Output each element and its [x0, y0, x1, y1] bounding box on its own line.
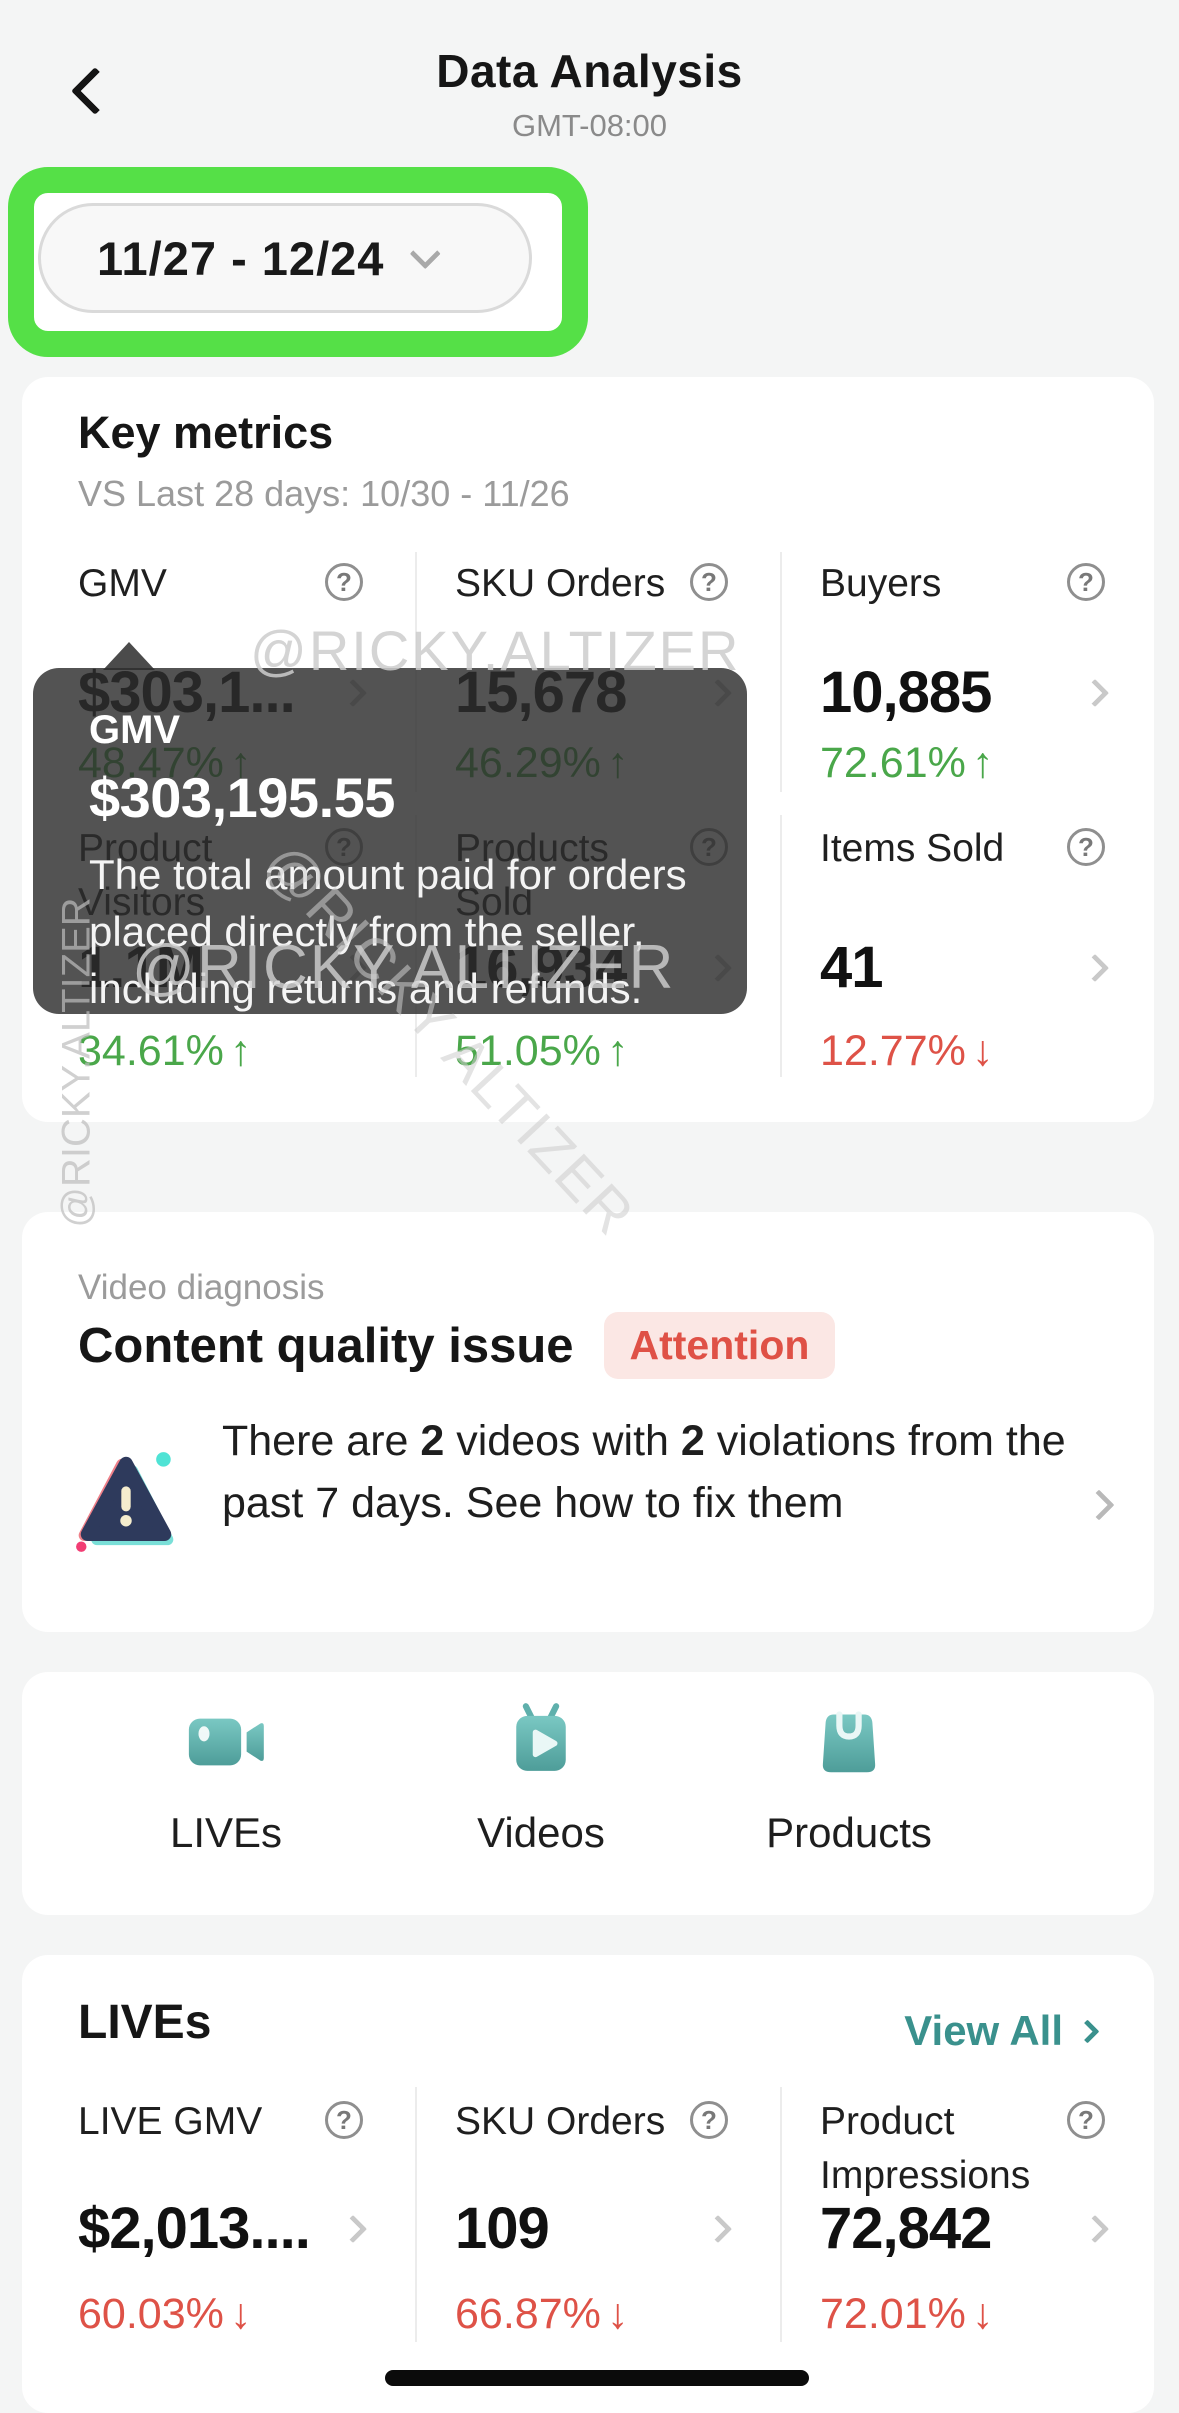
warning-triangle-icon — [74, 1450, 178, 1554]
metric-cell-live-gmv: LIVE GMV ? $2,013.... 60.03% ↓ — [78, 2095, 368, 2338]
metric-value-link[interactable]: 109 — [455, 2195, 733, 2262]
column-divider — [780, 552, 782, 792]
metric-cell-live-sku-orders: SKU Orders ? 109 66.87% ↓ — [455, 2095, 733, 2338]
metric-label: SKU Orders — [455, 562, 666, 605]
timezone-label: GMT-08:00 — [511, 108, 668, 143]
gmv-tooltip[interactable]: GMV $303,195.55 The total amount paid fo… — [33, 642, 747, 1014]
tooltip-title: GMV — [89, 708, 181, 752]
chevron-right-icon — [1075, 2018, 1100, 2044]
lives-title: LIVEs — [78, 1996, 212, 2049]
metric-value-link[interactable]: 10,885 — [820, 659, 1110, 726]
metric-cell-gmv: GMV ? $303,1... 48.47%↑ — [78, 557, 368, 787]
shortcut-label: Videos — [477, 1809, 605, 1856]
attention-badge: Attention — [603, 1312, 836, 1379]
shortcuts-card: LIVEs Videos Products — [22, 1672, 1154, 1915]
metric-change: 60.03% ↓ — [78, 2290, 252, 2338]
key-metrics-title: Key metrics — [78, 407, 334, 458]
help-icon[interactable]: ? — [690, 2101, 728, 2139]
metric-change: 12.77% ↓ — [820, 1027, 994, 1075]
metric-cell-items-sold: Items Sold ? 41 12.77% ↓ — [820, 822, 1110, 1075]
date-range-label: 11/27 - 12/24 — [97, 231, 385, 285]
content-quality-title: Content quality issue — [78, 1318, 574, 1373]
help-icon[interactable]: ? — [325, 563, 363, 601]
violation-message: There are 2 videos with 2 violations fro… — [222, 1417, 1066, 1527]
help-icon[interactable]: ? — [325, 2101, 363, 2139]
metric-change: 34.61% ↑ — [78, 1027, 252, 1075]
help-icon[interactable]: ? — [1067, 563, 1105, 601]
metric-label: SKU Orders — [455, 2100, 666, 2143]
shortcut-lives[interactable]: LIVEs — [76, 1698, 376, 1857]
chevron-right-icon — [1080, 953, 1110, 982]
chevron-right-icon — [338, 2214, 368, 2243]
metric-cell-buyers: Buyers ? 10,885 72.61% ↑ — [820, 557, 1110, 787]
live-camera-icon — [188, 1718, 264, 1766]
chevron-right-icon — [1080, 678, 1110, 707]
help-icon[interactable]: ? — [1067, 2101, 1105, 2139]
product-bag-icon — [822, 1711, 876, 1773]
metric-cell-sku-orders: SKU Orders ? 15,678 46.29%↑ — [455, 557, 733, 787]
shortcut-videos[interactable]: Videos — [391, 1698, 691, 1857]
tooltip-value: $303,195.55 — [89, 766, 395, 829]
home-indicator[interactable] — [385, 2370, 809, 2386]
help-icon[interactable]: ? — [1067, 828, 1105, 866]
column-divider — [415, 2087, 417, 2342]
metric-value: 109 — [455, 2196, 550, 2261]
view-all-link[interactable]: View All — [904, 2007, 1100, 2055]
shortcut-label: Products — [766, 1809, 932, 1856]
chevron-right-icon — [1080, 2214, 1110, 2243]
video-play-icon — [516, 1703, 566, 1771]
lives-card: LIVEs View All LIVE GMV ? $2,013.... 60.… — [22, 1955, 1154, 2413]
tooltip-caret — [103, 642, 155, 670]
comparison-period-label: VS Last 28 days: 10/30 - 11/26 — [78, 473, 570, 514]
metric-label: Product Impressions — [820, 2100, 1031, 2197]
shortcut-label: LIVEs — [169, 1809, 283, 1856]
metric-cell-product-impressions: Product Impressions ? 72,842 72.01% ↓ — [820, 2095, 1110, 2338]
metric-label: Buyers — [820, 562, 942, 605]
chevron-right-icon — [703, 2214, 733, 2243]
metric-value-link[interactable]: 41 — [820, 934, 1110, 1001]
help-icon[interactable]: ? — [690, 563, 728, 601]
metric-value: $2,013.... — [78, 2196, 311, 2261]
metric-label: Items Sold — [820, 827, 1005, 870]
date-range-selector[interactable]: 11/27 - 12/24 — [38, 203, 532, 313]
metric-value: 41 — [820, 935, 884, 1000]
metric-label: GMV — [78, 562, 167, 605]
metric-label: LIVE GMV — [78, 2100, 263, 2143]
column-divider — [780, 2087, 782, 2342]
metric-value: 72,842 — [820, 2196, 992, 2261]
metric-change: 72.61% ↑ — [820, 739, 994, 787]
chevron-down-icon — [410, 238, 442, 270]
metric-change: 72.01% ↓ — [820, 2290, 994, 2338]
column-divider — [780, 815, 782, 1077]
shortcut-products[interactable]: Products — [699, 1698, 999, 1857]
video-diagnosis-label: Video diagnosis — [78, 1268, 325, 1307]
metric-value-link[interactable]: 72,842 — [820, 2195, 1110, 2262]
page-title: Data Analysis — [436, 45, 743, 97]
metric-change: 66.87% ↓ — [455, 2290, 629, 2338]
tooltip-description: The total amount paid for orders placed … — [89, 851, 687, 1012]
metric-value: 10,885 — [820, 660, 992, 725]
metric-value-link[interactable]: $2,013.... — [78, 2195, 368, 2262]
view-all-label: View All — [904, 2007, 1063, 2054]
metric-change: 51.05% ↑ — [455, 1027, 629, 1075]
video-diagnosis-card: Video diagnosis Content quality issue At… — [22, 1212, 1154, 1632]
